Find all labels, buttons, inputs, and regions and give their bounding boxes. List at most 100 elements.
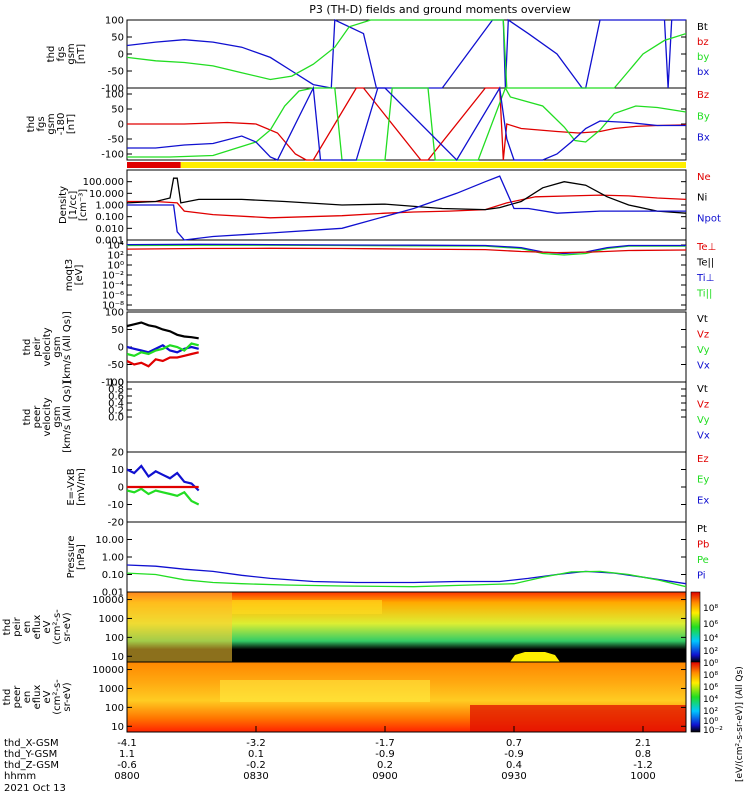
panel-velocity-peir-frame [126,311,687,383]
panel-density [126,169,687,241]
panel-spec-peer [126,661,687,733]
y-axis-label-line: peir [12,616,23,636]
y-tick-label: 1.00 [102,553,124,564]
y-axis-label-line: gsm [46,113,57,134]
legend-te: Te|| [696,258,714,269]
row-label-x-gsm: thd_X-GSM [4,738,59,749]
legend-ne: Ne [697,172,711,183]
y-axis-label-line: [cm⁻³] [78,189,89,221]
x-tick-value: -0.2 [246,760,266,771]
series-ey [127,487,200,506]
legend-ez: Ez [697,454,709,465]
panel-density-frame [126,169,687,241]
legend-ti: Ti|| [696,289,712,300]
series-pi [127,564,686,585]
y-tick-label: 1.000 [95,201,124,212]
x-axis-labels: thd_X-GSM thd_Y-GSM thd_Z-GSM hhmm 2021 … [4,738,66,794]
series-ne [127,194,686,219]
y-tick-label: 100 [105,308,124,319]
series-ti⊥ [127,243,686,255]
y-tick-label: -50 [108,360,124,371]
y-tick-label: 1.0 [108,378,124,389]
y-axis-label-line: peer [32,405,43,429]
x-tick-value: -1.2 [633,760,653,771]
legend-bx: Bx [697,133,710,144]
y-axis-label-line: gsm [52,336,63,357]
series-npot [127,175,686,241]
x-axis-date: 2021 Oct 13 [4,783,66,794]
panel-efield-marks: 20 10 0 -10 -20 E=-VxB [mV/m] Ez Ey Ex [66,448,709,529]
x-tick-value: -1.7 [375,738,395,749]
y-tick-label: 10 [111,465,124,476]
legend-by: by [697,52,709,63]
colorbar-group: 10⁸ 10⁶ 10⁴ 10² 10⁰ 10⁸ 10⁶ 10⁴ 10² 10⁰ … [690,591,745,782]
colorbar-peer-tick-8: 10⁸ [703,671,718,681]
series-ni [127,177,686,214]
y-tick-label: 10000 [92,665,124,676]
series-by [127,86,686,161]
legend-bz: Bz [697,90,709,101]
colorbar-peir [690,591,701,663]
series-vt [127,321,199,340]
y-axis-label-line: (cm²-s- [52,679,63,715]
x-tick-value: -0.9 [504,749,524,760]
series-bz [127,87,686,161]
row-label-z-gsm: thd_Z-GSM [4,760,59,771]
legend-vz: Vz [697,330,709,341]
y-tick-label: 1000 [99,614,124,625]
y-axis-label-line: eflux [32,685,43,710]
panel-spec_peer-marks: 10000 1000 100 10 thd peer en eflux eV (cm²-s-sr-… [2,665,686,733]
y-tick-label: 10 [111,652,124,663]
legend-ey: Ey [697,475,709,486]
y-axis-label-line: E=-VxB [66,468,77,505]
y-tick-label: 10⁴ [107,241,124,252]
x-tick-value: 0830 [243,771,268,782]
panel-temperature-frame [126,239,687,311]
y-tick-label: 10² [107,251,124,262]
y-axis-label-line: thd [22,339,33,356]
y-axis-label-line: Pressure [66,536,77,579]
y-axis-label-line: [mV/m] [76,468,87,506]
colorbar-peir-tick-4: 10⁴ [703,634,718,644]
y-tick-label: -50 [108,135,124,146]
colorbar-peer-tick-2: 10² [703,707,718,717]
y-axis-label-line: sr-eV) [62,682,73,711]
y-tick-label: 50 [111,105,124,116]
y-tick-label: 0.4 [108,399,124,410]
y-tick-label: 20 [111,448,124,459]
legend-te: Te⊥ [696,242,716,253]
series-bx [127,18,686,89]
x-tick-value: 0.4 [506,760,522,771]
legend-vx: Vx [697,361,710,372]
legend-ex: Ex [697,495,709,506]
legend-by: By [697,111,710,122]
y-tick-label: 0 [118,483,124,494]
panel-spec-peir [126,591,687,663]
y-tick-label: 100 [105,90,124,101]
series-bx [127,85,686,162]
y-tick-label: 0.10 [102,570,124,581]
legend-bx: bx [697,67,709,78]
x-tick-value: 2.1 [635,738,651,749]
y-axis-label-line: (cm²-s- [52,609,63,645]
y-tick-label: 100 [105,703,124,714]
legend-pe: Pe [697,555,709,566]
panel-fgs-bar-frame [126,87,687,161]
y-tick-label: 0.0 [108,413,124,424]
x-tick-value: 1000 [630,771,655,782]
mode-bar-segment [180,162,686,168]
y-axis-label-line: -180 [56,113,67,136]
y-tick-label: 50 [111,325,124,336]
colorbar-peir-tick-2: 10² [703,647,718,657]
mode-bar-segment [127,162,181,168]
legend-pb: Pb [697,540,709,551]
series-ex [127,464,200,492]
y-axis-label-line: [km/s (All Qs)] [62,381,73,453]
x-tick-value: 0.1 [248,749,264,760]
legend-vy: Vy [697,415,710,426]
y-axis-label-line: [nT] [66,114,77,134]
legend-npot: Npot [697,213,721,224]
colorbar-units-label: [eV/(cm²-s-sr-eV)] (All Qs) [735,666,745,782]
